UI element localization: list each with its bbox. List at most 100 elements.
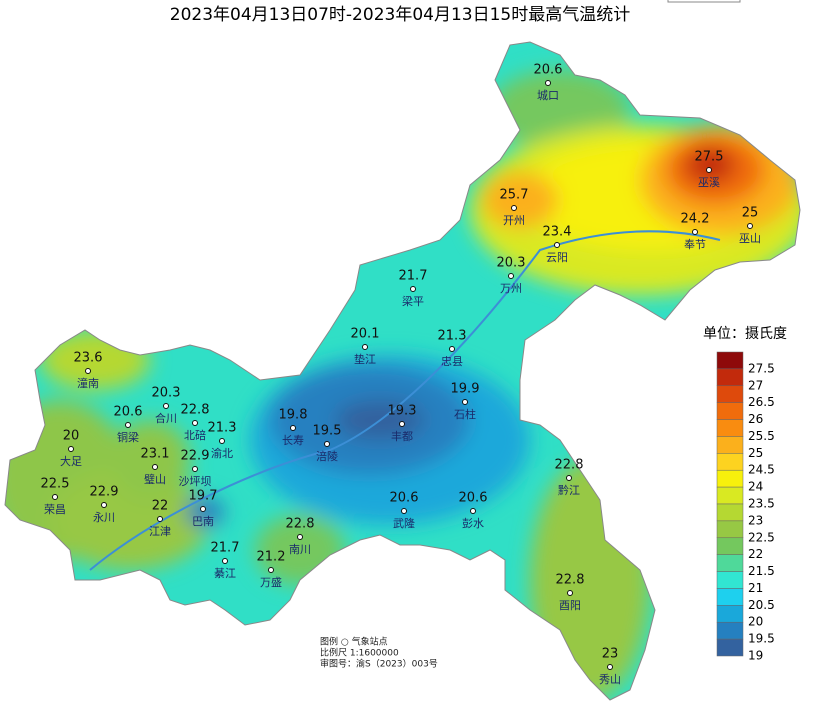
legend-title: 单位：摄氏度 bbox=[703, 326, 787, 342]
station-value: 22.9 bbox=[90, 485, 119, 500]
station-value: 20.6 bbox=[390, 491, 419, 506]
station-value: 22 bbox=[152, 499, 169, 514]
station-value: 20.3 bbox=[497, 256, 526, 271]
legend-label: 25 bbox=[748, 446, 763, 460]
station-name: 江津 bbox=[149, 525, 171, 538]
station-name: 武隆 bbox=[393, 516, 415, 530]
station-value: 22.5 bbox=[41, 477, 70, 492]
station-name: 永川 bbox=[93, 510, 115, 524]
station-value: 22.8 bbox=[181, 403, 210, 418]
station-name: 彭水 bbox=[462, 516, 484, 530]
legend-swatch bbox=[716, 638, 744, 657]
legend-label: 24 bbox=[748, 480, 763, 494]
station-value: 19.7 bbox=[189, 489, 218, 504]
station-name: 渝北 bbox=[211, 446, 233, 460]
station-value: 20.6 bbox=[114, 405, 143, 420]
station-name: 万盛 bbox=[260, 575, 282, 589]
station-dot bbox=[410, 286, 416, 292]
legend-swatch bbox=[716, 486, 744, 505]
station-dot bbox=[324, 441, 330, 447]
station-dot bbox=[52, 494, 58, 500]
station-dot bbox=[511, 205, 517, 211]
station-name: 秀山 bbox=[599, 673, 621, 686]
station-name: 合川 bbox=[155, 411, 177, 425]
legend-swatch bbox=[716, 571, 744, 589]
station-value: 21.7 bbox=[399, 269, 428, 284]
legend-swatch bbox=[716, 402, 744, 420]
station-dot bbox=[222, 558, 228, 564]
station-dot bbox=[68, 446, 74, 452]
station-name: 云阳 bbox=[546, 251, 568, 264]
station-name: 沙坪坝 bbox=[179, 474, 212, 488]
station-value: 22.8 bbox=[555, 458, 584, 473]
legend-swatch bbox=[716, 588, 744, 606]
station-value: 22.8 bbox=[286, 517, 315, 532]
legend-label: 22.5 bbox=[748, 530, 775, 544]
station-value: 27.5 bbox=[695, 150, 724, 165]
station-name: 忠县 bbox=[441, 355, 463, 368]
station-dot bbox=[362, 344, 368, 350]
station-dot bbox=[200, 506, 206, 512]
station-dot bbox=[192, 466, 198, 472]
legend-swatch bbox=[716, 385, 744, 403]
station-value: 25.7 bbox=[500, 188, 529, 203]
legend-swatch bbox=[716, 537, 744, 555]
station-value: 21.2 bbox=[257, 550, 286, 565]
title: 2023年04月13日07时-2023年04月13日15时最高气温统计 bbox=[170, 5, 630, 25]
station-name: 黔江 bbox=[558, 483, 580, 497]
legend-label: 19.5 bbox=[748, 632, 775, 646]
legend-label: 26.5 bbox=[748, 395, 775, 409]
legend-label: 20.5 bbox=[748, 598, 775, 612]
station-name: 铜梁 bbox=[117, 430, 139, 444]
station-value: 19.3 bbox=[388, 404, 417, 419]
station-name: 丰都 bbox=[391, 430, 413, 443]
map-fill bbox=[5, 42, 800, 700]
station-dot bbox=[297, 534, 303, 540]
station-value: 20 bbox=[63, 429, 80, 444]
station-name: 璧山 bbox=[144, 472, 166, 486]
station-name: 南川 bbox=[289, 543, 311, 556]
legend-swatch bbox=[716, 419, 744, 437]
station-value: 24.2 bbox=[681, 212, 710, 227]
station-name: 酉阳 bbox=[559, 599, 581, 612]
legend-label: 23.5 bbox=[748, 497, 775, 511]
notes: 图例 ○ 气象站点 比例尺 1:1600000 审图号：渝S（2023）003号 bbox=[320, 636, 438, 670]
station-value: 22.8 bbox=[556, 573, 585, 588]
legend-label: 22 bbox=[748, 547, 763, 561]
station-value: 19.5 bbox=[313, 424, 342, 439]
station-name: 开州 bbox=[503, 214, 525, 227]
station-dot bbox=[567, 590, 573, 596]
station-value: 23.4 bbox=[543, 225, 572, 240]
station-name: 城口 bbox=[537, 89, 559, 102]
note: 审图号：渝S（2023）003号 bbox=[320, 658, 438, 670]
legend-label: 27 bbox=[748, 378, 763, 392]
stations: 20.6 城口 27.5 巫溪 25.7 开州 24.2 奉节 25 巫山 23.4 云阳 20.3 万州… bbox=[41, 63, 761, 687]
station-dot bbox=[462, 399, 468, 405]
legend-swatch bbox=[716, 554, 744, 572]
station-value: 23 bbox=[602, 647, 619, 662]
station-name: 北碚 bbox=[184, 428, 206, 442]
station-value: 22.9 bbox=[181, 449, 210, 464]
legend-swatch bbox=[716, 368, 744, 387]
legend-swatch bbox=[716, 351, 744, 370]
station-dot bbox=[449, 346, 455, 352]
station-dot bbox=[192, 420, 198, 426]
station-value: 19.8 bbox=[279, 408, 308, 423]
toolbar-box bbox=[667, 0, 741, 3]
station-name: 长寿 bbox=[282, 433, 304, 447]
station-dot bbox=[399, 421, 405, 427]
station-name: 涪陵 bbox=[316, 449, 338, 463]
station-dot bbox=[152, 464, 158, 470]
station-dot bbox=[157, 516, 163, 522]
note: 比例尺 1:1600000 bbox=[320, 647, 399, 659]
legend-swatch bbox=[716, 605, 744, 623]
station-dot bbox=[706, 167, 712, 173]
legend-label: 21.5 bbox=[748, 564, 775, 578]
station-name: 巫山 bbox=[739, 232, 761, 245]
station-dot bbox=[163, 403, 169, 409]
legend-swatch bbox=[716, 453, 744, 471]
station-dot bbox=[545, 80, 551, 86]
station-dot bbox=[747, 223, 753, 229]
station-value: 20.1 bbox=[351, 327, 380, 342]
